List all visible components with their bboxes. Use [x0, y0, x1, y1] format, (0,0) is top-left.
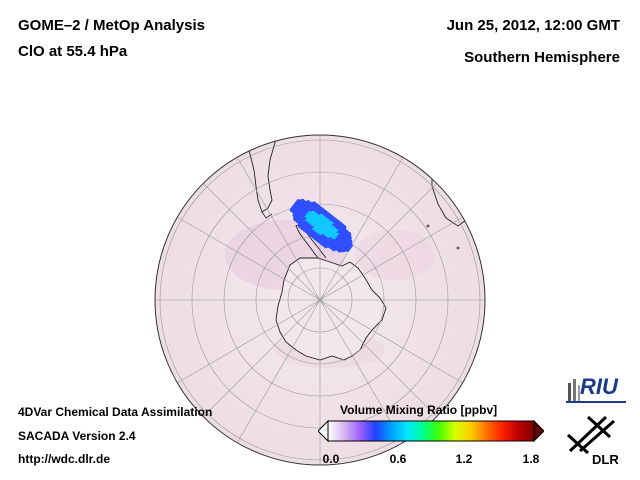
title-region: Southern Hemisphere	[464, 49, 620, 66]
colorbar-tick-3: 1.8	[522, 452, 540, 466]
clo-maximum-region	[289, 198, 353, 253]
footer-version: SACADA Version 2.4	[18, 429, 136, 443]
colorbar-tick-0: 0.0	[322, 452, 340, 466]
clo-cell	[344, 246, 350, 252]
title-species-level: ClO at 55.4 hPa	[18, 43, 128, 60]
clo-cell	[323, 243, 329, 249]
riu-logo-icon	[566, 379, 626, 403]
footer-url[interactable]: http://wdc.dlr.de	[18, 452, 110, 466]
colorbar	[318, 420, 544, 442]
clo-cell	[340, 247, 347, 253]
title-datetime: Jun 25, 2012, 12:00 GMT	[446, 17, 620, 34]
colorbar-tick-2: 1.2	[455, 452, 473, 466]
antarctic-peninsula	[295, 223, 327, 259]
dlr-logo-text: DLR	[592, 452, 619, 467]
riu-logo-text: RIU	[580, 374, 618, 399]
title-analysis: GOME–2 / MetOp Analysis	[18, 17, 205, 34]
dlr-logo-icon	[566, 415, 615, 455]
footer-method: 4DVar Chemical Data Assimilation	[18, 405, 213, 419]
colorbar-tick-1: 0.6	[389, 452, 407, 466]
colorbar-title: Volume Mixing Ratio [ppbv]	[340, 403, 498, 417]
